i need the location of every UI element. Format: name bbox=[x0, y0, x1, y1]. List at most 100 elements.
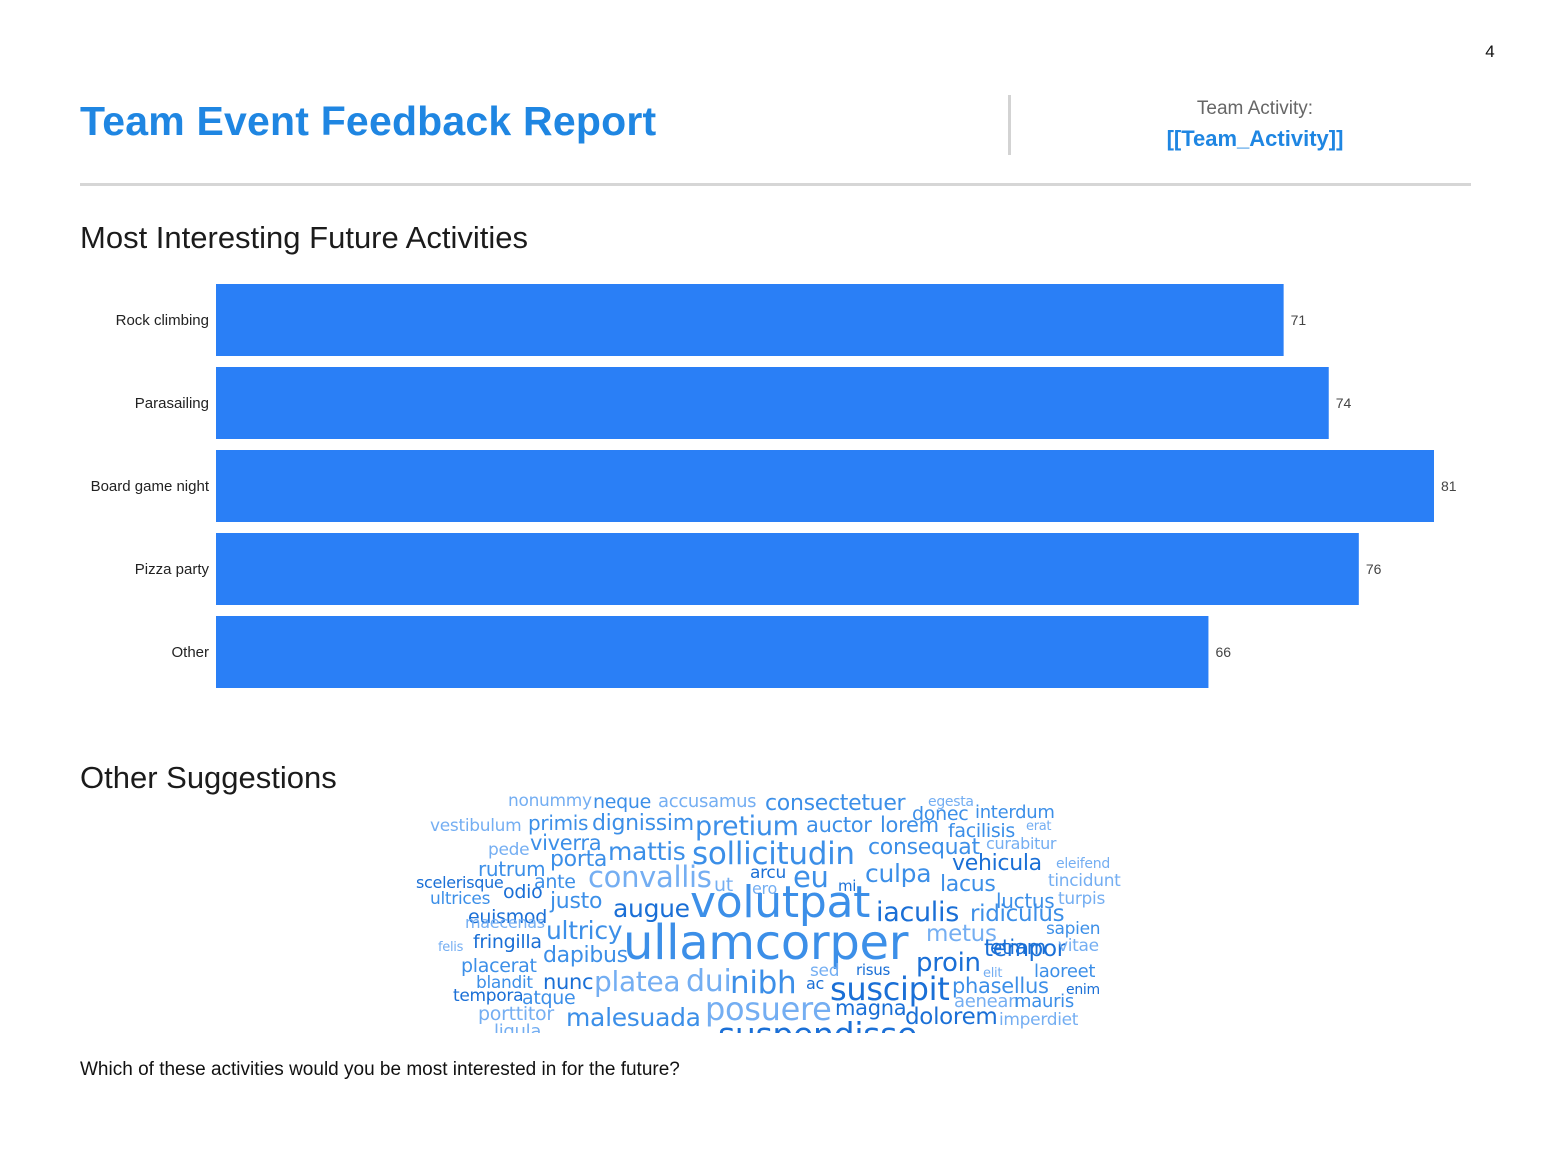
word-cloud-term: justo bbox=[550, 889, 603, 914]
word-cloud-term: primis bbox=[528, 811, 589, 835]
word-cloud-term: porta bbox=[550, 847, 608, 872]
word-cloud-term: dolorem bbox=[905, 1004, 998, 1030]
bar-other bbox=[216, 616, 1209, 688]
word-cloud-term: nibh bbox=[730, 965, 797, 1001]
word-cloud-term: mi bbox=[838, 877, 857, 895]
word-cloud-term: luctus bbox=[996, 889, 1055, 913]
word-cloud-term: ultrices bbox=[430, 889, 491, 909]
word-cloud-term: suscipit bbox=[830, 970, 950, 1008]
word-cloud-term: enim bbox=[1066, 982, 1100, 998]
word-cloud-term: odio bbox=[503, 881, 543, 903]
word-cloud-term: felis bbox=[438, 940, 464, 955]
word-cloud-term: ut bbox=[714, 874, 733, 896]
word-cloud-term: rutrum bbox=[478, 857, 546, 881]
word-cloud-term: ligula bbox=[494, 1021, 542, 1034]
team-activity-block: Team Activity: [[Team_Activity]] bbox=[1100, 98, 1410, 152]
word-cloud-term: blandit bbox=[476, 973, 533, 993]
word-cloud-term: nunc bbox=[543, 970, 594, 994]
word-cloud-term: curabitur bbox=[986, 834, 1057, 853]
bar-parasailing bbox=[216, 367, 1329, 439]
word-cloud-term: neque bbox=[593, 793, 652, 813]
bar-pizza-party bbox=[216, 533, 1359, 605]
word-cloud-term: ridiculus bbox=[970, 901, 1065, 927]
category-label: Rock climbing bbox=[116, 312, 209, 329]
category-label: Parasailing bbox=[135, 395, 209, 412]
word-cloud-term: proin bbox=[916, 948, 981, 978]
survey-question: Which of these activities would you be m… bbox=[80, 1059, 680, 1080]
page-number: 4 bbox=[1485, 42, 1495, 61]
word-cloud-term: ultricy bbox=[546, 916, 623, 945]
word-cloud-term: convallis bbox=[588, 860, 712, 894]
word-cloud-term: euismod bbox=[468, 906, 548, 928]
word-cloud-term: vestibulum bbox=[430, 816, 522, 836]
word-cloud-term: ullamcorper bbox=[623, 915, 909, 971]
future-activities-heading: Most Interesting Future Activities bbox=[80, 220, 528, 255]
word-cloud-term: ante bbox=[534, 871, 576, 893]
word-cloud-term: lacus bbox=[940, 872, 996, 897]
word-cloud-term: ero bbox=[752, 879, 777, 898]
word-cloud-term: interdum bbox=[975, 802, 1055, 823]
word-cloud-term: tempor bbox=[984, 936, 1066, 962]
word-cloud-term: risus bbox=[856, 961, 890, 979]
word-cloud-term: consequat bbox=[868, 835, 980, 860]
report-title: Team Event Feedback Report bbox=[80, 98, 657, 144]
word-cloud-term: imperdiet bbox=[999, 1010, 1079, 1030]
word-cloud-term: arcu bbox=[750, 863, 786, 883]
future-activities-bar-chart: Rock climbing 71 Parasailing 74 Board game n… bbox=[91, 284, 1457, 688]
word-cloud-term: augue bbox=[613, 894, 690, 923]
word-cloud-term: vitae bbox=[1058, 936, 1099, 956]
word-cloud-term: suspendisse bbox=[718, 1018, 917, 1033]
word-cloud-term: tempora bbox=[453, 986, 524, 1006]
team-activity-value: [[Team_Activity]] bbox=[1166, 126, 1344, 151]
word-cloud-term: magna bbox=[835, 996, 907, 1020]
word-cloud-term: sapien bbox=[1046, 919, 1101, 939]
bar-board-game-night bbox=[216, 450, 1434, 522]
word-cloud-term: elit bbox=[983, 966, 1003, 981]
word-cloud-term: placerat bbox=[461, 955, 537, 977]
value-label: 71 bbox=[1291, 312, 1307, 328]
word-cloud-term: porttitor bbox=[478, 1003, 554, 1025]
word-cloud-term: volutpat bbox=[690, 877, 871, 928]
word-cloud-term: atque bbox=[522, 987, 576, 1009]
category-label: Pizza party bbox=[135, 561, 210, 578]
category-label: Board game night bbox=[91, 478, 210, 495]
word-cloud-term: fringilla bbox=[473, 931, 542, 953]
word-cloud-term: mauris bbox=[1014, 991, 1074, 1012]
word-cloud-term: etiam bbox=[990, 935, 1046, 959]
value-label: 66 bbox=[1215, 644, 1231, 660]
word-cloud-term: accusamus bbox=[658, 793, 757, 812]
word-cloud-term: culpa bbox=[865, 859, 932, 888]
word-cloud-term: eleifend bbox=[1056, 856, 1110, 872]
word-cloud-term: malesuada bbox=[566, 1003, 701, 1032]
other-suggestions-heading: Other Suggestions bbox=[80, 760, 337, 795]
header-divider bbox=[1008, 95, 1011, 155]
word-cloud-term: vehicula bbox=[952, 851, 1042, 876]
word-cloud-term: mattis bbox=[608, 837, 686, 866]
word-cloud-term: posuere bbox=[705, 990, 832, 1028]
category-label: Other bbox=[171, 644, 209, 661]
word-cloud-term: maecenas bbox=[465, 913, 545, 932]
word-cloud-term: platea bbox=[594, 965, 681, 998]
value-label: 76 bbox=[1366, 561, 1382, 577]
word-cloud-term: viverra bbox=[530, 831, 602, 855]
word-cloud-term: auctor bbox=[806, 813, 872, 837]
word-cloud-term: iaculis bbox=[876, 897, 959, 928]
word-cloud-term: dui bbox=[686, 964, 732, 999]
word-cloud-term: eu bbox=[793, 860, 829, 894]
header-rule bbox=[80, 183, 1471, 186]
value-label: 81 bbox=[1441, 478, 1457, 494]
word-cloud-term: consectetuer bbox=[765, 793, 906, 816]
word-cloud-term: facilisis bbox=[948, 820, 1015, 842]
word-cloud-term: metus bbox=[926, 921, 997, 947]
word-cloud-term: sed bbox=[810, 961, 840, 981]
word-cloud-term: dignissim bbox=[592, 811, 694, 836]
word-cloud-term: dapibus bbox=[543, 943, 628, 968]
team-activity-label: Team Activity: bbox=[1196, 98, 1314, 119]
word-cloud-term: sollicitudin bbox=[692, 836, 855, 872]
suggestions-word-cloud: nonummy neque accusamus consectetuer egesta i… bbox=[410, 793, 1130, 1033]
word-cloud-term: tincidunt bbox=[1048, 871, 1121, 891]
word-cloud-term: erat bbox=[1026, 819, 1052, 834]
word-cloud-term: ac bbox=[806, 974, 825, 993]
word-cloud-term: aenean bbox=[954, 991, 1020, 1012]
word-cloud-term: lorem bbox=[880, 813, 939, 837]
